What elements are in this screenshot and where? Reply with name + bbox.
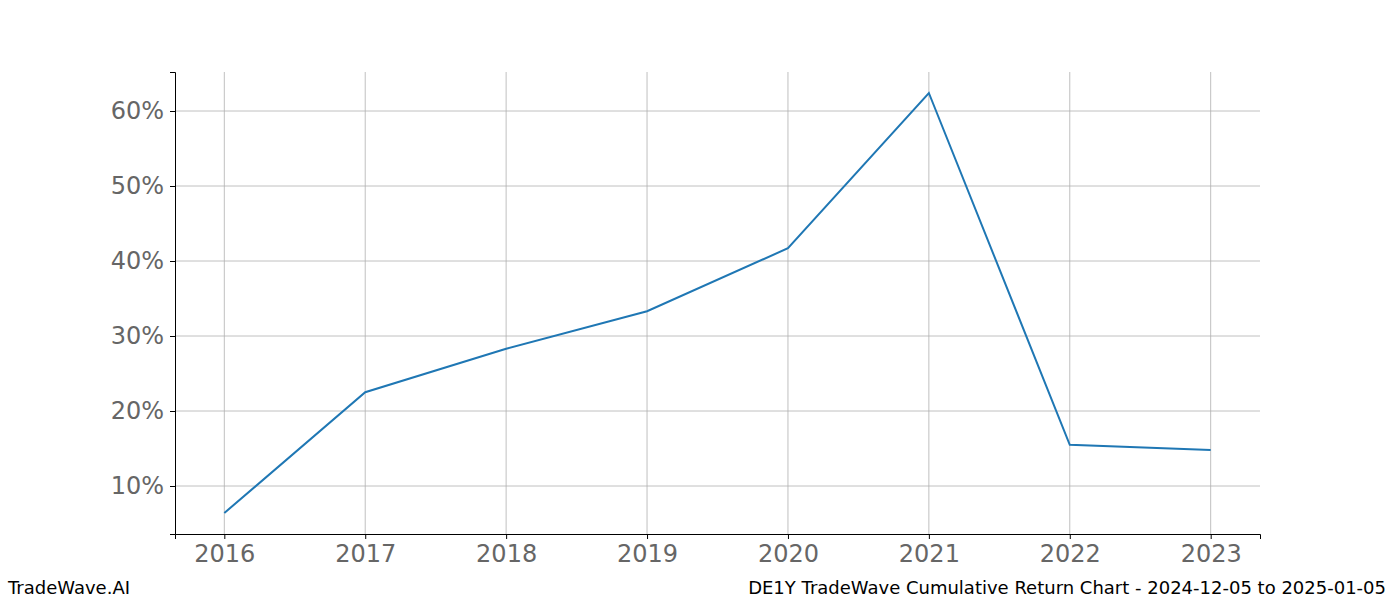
tick-label: 2020 (758, 540, 819, 568)
tick-mark (1211, 534, 1212, 539)
tick: 2016 (194, 534, 255, 568)
grid-line (928, 72, 929, 534)
grid-line (175, 336, 1260, 337)
axis-line (170, 73, 176, 535)
y-axis: 10% 20% 30% 40% 50% 60% (111, 73, 176, 535)
tick-label: 20% (111, 397, 164, 425)
grid-line (1069, 72, 1070, 534)
grid-line (175, 261, 1260, 262)
line (224, 93, 1210, 513)
tick: 40% (111, 247, 175, 275)
tick-mark (1070, 534, 1071, 539)
grid-line (224, 72, 225, 534)
chart: 2016 2017 2018 2019 2020 2021 2022 2023 10% 20% 30… (0, 0, 1400, 600)
tick: 60% (111, 97, 175, 125)
tick-mark (224, 534, 225, 539)
tick-mark (647, 534, 648, 539)
tick-mark (170, 111, 175, 112)
tick-mark (929, 534, 930, 539)
tick-label: 2021 (899, 540, 960, 568)
tick-label: 10% (111, 472, 164, 500)
tick: 2018 (476, 534, 537, 568)
plot: 2016 2017 2018 2019 2020 2021 2022 2023 10% 20% 30… (111, 72, 1261, 568)
tick-mark (365, 534, 366, 539)
grid-line (1210, 72, 1211, 534)
grid (175, 72, 1260, 534)
tick: 2021 (899, 534, 960, 568)
tick-mark (170, 486, 175, 487)
tick-label: 2023 (1181, 540, 1242, 568)
tick-mark (170, 336, 175, 337)
tick: 50% (111, 172, 175, 200)
grid-line (175, 411, 1260, 412)
tick-label: 30% (111, 322, 164, 350)
grid-line (787, 72, 788, 534)
tick-label: 60% (111, 97, 164, 125)
grid-line (506, 72, 507, 534)
grid-line (365, 72, 366, 534)
tick: 30% (111, 322, 175, 350)
title: DE1Y TradeWave Cumulative Return Chart -… (748, 577, 1386, 598)
grid-line (175, 486, 1260, 487)
tick-label: 2018 (476, 540, 537, 568)
axis-line (176, 535, 1261, 540)
tick-mark (506, 534, 507, 539)
tick: 20% (111, 397, 175, 425)
tick-mark (170, 261, 175, 262)
tick: 10% (111, 472, 175, 500)
tick-label: 2017 (335, 540, 396, 568)
grid-line (175, 111, 1260, 112)
tick: 2023 (1181, 534, 1242, 568)
tick-mark (788, 534, 789, 539)
tick-label: 40% (111, 247, 164, 275)
tick-label: 50% (111, 172, 164, 200)
tick: 2022 (1040, 534, 1101, 568)
tick-label: 2019 (617, 540, 678, 568)
tick: 2019 (617, 534, 678, 568)
x-axis: 2016 2017 2018 2019 2020 2021 2022 2023 (176, 534, 1261, 568)
series (224, 93, 1210, 513)
tick: 2020 (758, 534, 819, 568)
tick-mark (170, 186, 175, 187)
grid-line (647, 72, 648, 534)
tick-mark (170, 411, 175, 412)
source: TradeWave.AI (7, 577, 130, 598)
tick-label: 2022 (1040, 540, 1101, 568)
grid-line (175, 186, 1260, 187)
tick: 2017 (335, 534, 396, 568)
tick-label: 2016 (194, 540, 255, 568)
